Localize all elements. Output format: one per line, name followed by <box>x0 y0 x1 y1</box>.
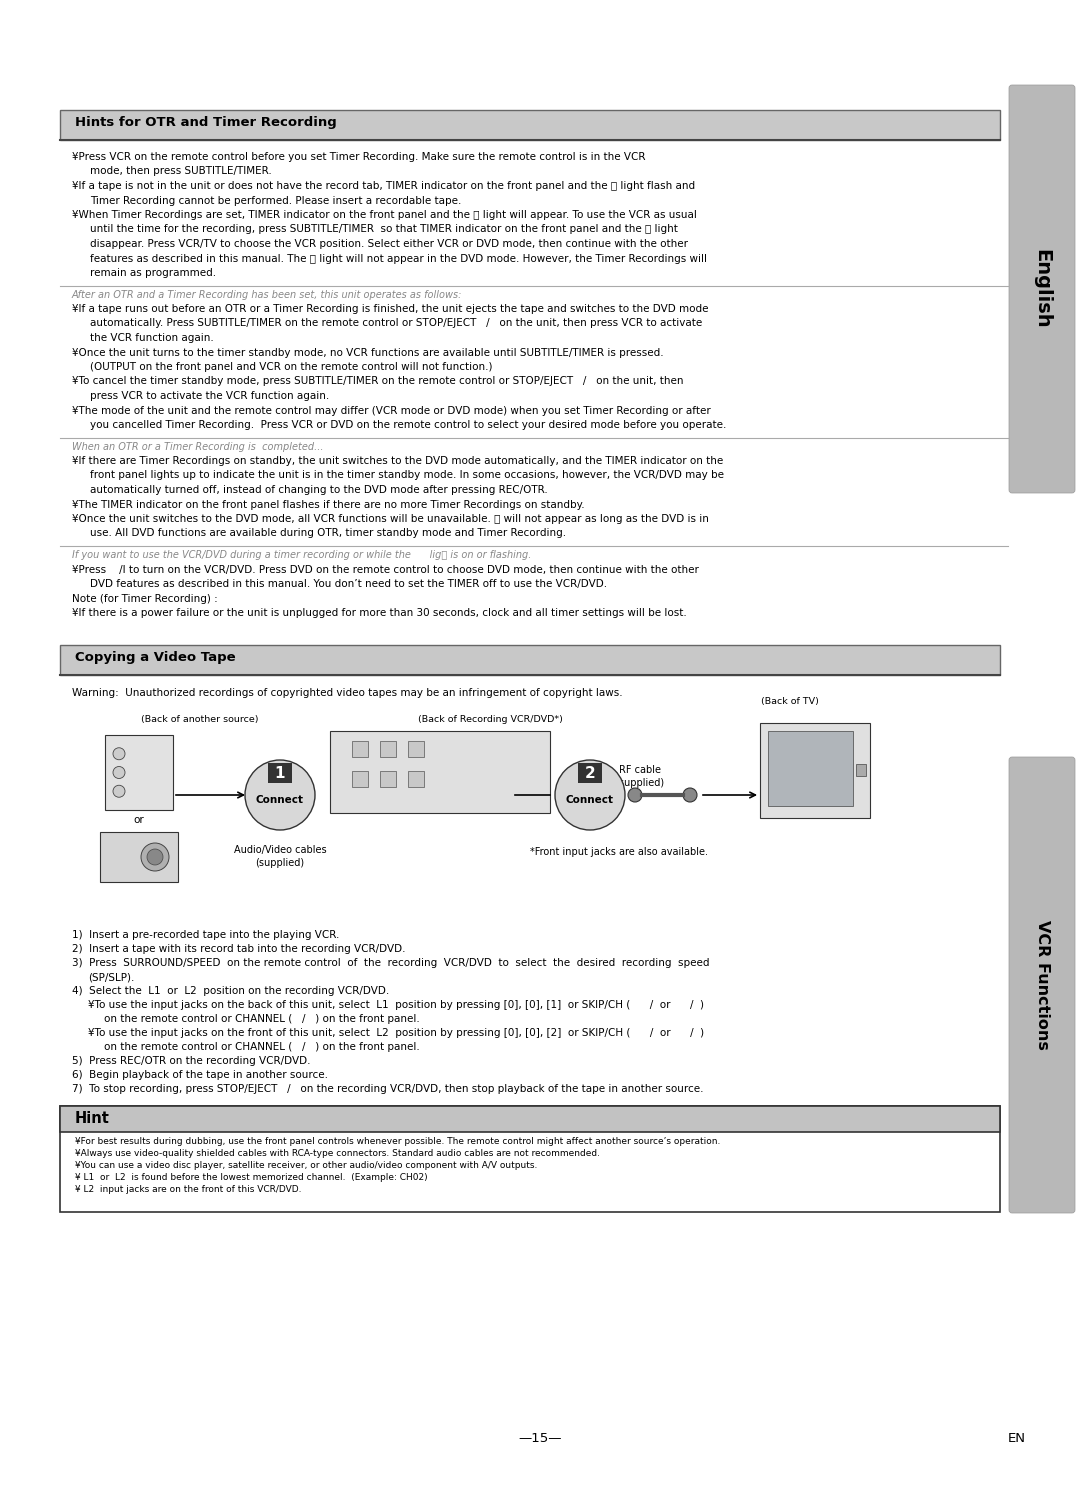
Text: Connect: Connect <box>256 796 303 804</box>
Text: RF cable: RF cable <box>619 764 661 775</box>
Text: (Back of TV): (Back of TV) <box>761 697 819 706</box>
Text: ¥Press    /I to turn on the VCR/DVD. Press DVD on the remote control to choose D: ¥Press /I to turn on the VCR/DVD. Press … <box>72 565 699 574</box>
Text: use. All DVD functions are available during OTR, timer standby mode and Timer Re: use. All DVD functions are available dur… <box>90 528 566 538</box>
Text: or: or <box>134 815 145 825</box>
Bar <box>100 833 178 882</box>
Text: 6)  Begin playback of the tape in another source.: 6) Begin playback of the tape in another… <box>72 1071 328 1080</box>
Text: ¥Press VCR on the remote control before you set Timer Recording. Make sure the r: ¥Press VCR on the remote control before … <box>72 152 646 162</box>
Text: English: English <box>1032 250 1052 329</box>
Text: 5)  Press REC/OTR on the recording VCR/DVD.: 5) Press REC/OTR on the recording VCR/DV… <box>72 1056 311 1066</box>
Bar <box>380 770 396 787</box>
Text: 2: 2 <box>584 766 595 781</box>
Text: ¥If there is a power failure or the unit is unplugged for more than 30 seconds, : ¥If there is a power failure or the unit… <box>72 608 687 619</box>
Text: ¥If a tape is not in the unit or does not have the record tab, TIMER indicator o: ¥If a tape is not in the unit or does no… <box>72 181 696 190</box>
Text: (OUTPUT on the front panel and VCR on the remote control will not function.): (OUTPUT on the front panel and VCR on th… <box>90 361 492 372</box>
Text: ¥To cancel the timer standby mode, press SUBTITLE/TIMER on the remote control or: ¥To cancel the timer standby mode, press… <box>72 376 684 387</box>
Text: (Back of another source): (Back of another source) <box>141 715 259 724</box>
Text: EN: EN <box>1008 1432 1026 1445</box>
Text: Hint: Hint <box>75 1111 110 1126</box>
Bar <box>408 770 424 787</box>
Text: Audio/Video cables: Audio/Video cables <box>233 845 326 855</box>
Text: ¥When Timer Recordings are set, TIMER indicator on the front panel and the Ⓖ lig: ¥When Timer Recordings are set, TIMER in… <box>72 210 697 220</box>
Text: Warning:  Unauthorized recordings of copyrighted video tapes may be an infringem: Warning: Unauthorized recordings of copy… <box>72 688 623 699</box>
Text: 2)  Insert a tape with its record tab into the recording VCR/DVD.: 2) Insert a tape with its record tab int… <box>72 944 405 955</box>
Text: 4)  Select the  L1  or  L2  position on the recording VCR/DVD.: 4) Select the L1 or L2 position on the r… <box>72 986 389 996</box>
Text: ¥To use the input jacks on the front of this unit, select  L2  position by press: ¥To use the input jacks on the front of … <box>87 1028 704 1038</box>
Text: 7)  To stop recording, press STOP/EJECT   /   on the recording VCR/DVD, then sto: 7) To stop recording, press STOP/EJECT /… <box>72 1084 703 1094</box>
Text: DVD features as described in this manual. You don’t need to set the TIMER off to: DVD features as described in this manual… <box>90 578 607 589</box>
Circle shape <box>245 760 315 830</box>
Text: ¥The TIMER indicator on the front panel flashes if there are no more Timer Recor: ¥The TIMER indicator on the front panel … <box>72 500 584 510</box>
Text: on the remote control or CHANNEL (   /   ) on the front panel.: on the remote control or CHANNEL ( / ) o… <box>104 1014 420 1025</box>
Bar <box>60 1106 1000 1132</box>
Bar <box>380 741 396 757</box>
Text: the VCR function again.: the VCR function again. <box>90 333 214 343</box>
Text: 1)  Insert a pre-recorded tape into the playing VCR.: 1) Insert a pre-recorded tape into the p… <box>72 929 339 940</box>
Text: Connect: Connect <box>566 796 615 804</box>
Bar <box>268 763 292 784</box>
Text: ¥If a tape runs out before an OTR or a Timer Recording is finished, the unit eje: ¥If a tape runs out before an OTR or a T… <box>72 303 708 314</box>
Text: 1: 1 <box>274 766 285 781</box>
Text: After an OTR and a Timer Recording has been set, this unit operates as follows:: After an OTR and a Timer Recording has b… <box>72 290 462 299</box>
Text: When an OTR or a Timer Recording is  completed...: When an OTR or a Timer Recording is comp… <box>72 442 324 452</box>
Bar <box>352 770 368 787</box>
Text: Hints for OTR and Timer Recording: Hints for OTR and Timer Recording <box>75 116 337 129</box>
Circle shape <box>147 849 163 865</box>
Text: ¥Once the unit switches to the DVD mode, all VCR functions will be unavailable. : ¥Once the unit switches to the DVD mode,… <box>72 515 708 523</box>
Text: until the time for the recording, press SUBTITLE/TIMER  so that TIMER indicator : until the time for the recording, press … <box>90 225 678 235</box>
Text: front panel lights up to indicate the unit is in the timer standby mode. In some: front panel lights up to indicate the un… <box>90 470 724 480</box>
Text: Timer Recording cannot be performed. Please insert a recordable tape.: Timer Recording cannot be performed. Ple… <box>90 195 461 205</box>
Text: 3)  Press  SURROUND/SPEED  on the remote control  of  the  recording  VCR/DVD  t: 3) Press SURROUND/SPEED on the remote co… <box>72 958 710 968</box>
FancyBboxPatch shape <box>1009 757 1075 1213</box>
Circle shape <box>627 788 642 801</box>
Text: ¥To use the input jacks on the back of this unit, select  L1  position by pressi: ¥To use the input jacks on the back of t… <box>87 999 704 1010</box>
Text: ¥You can use a video disc player, satellite receiver, or other audio/video compo: ¥You can use a video disc player, satell… <box>75 1161 538 1170</box>
FancyBboxPatch shape <box>1009 85 1075 494</box>
Circle shape <box>683 788 697 801</box>
Circle shape <box>113 766 125 779</box>
Text: *Front input jacks are also available.: *Front input jacks are also available. <box>530 848 708 857</box>
Text: Copying a Video Tape: Copying a Video Tape <box>75 650 235 663</box>
Bar <box>60 1106 1000 1212</box>
Bar <box>105 735 173 810</box>
Text: press VCR to activate the VCR function again.: press VCR to activate the VCR function a… <box>90 391 329 401</box>
Text: Note (for Timer Recording) :: Note (for Timer Recording) : <box>72 593 218 604</box>
Text: automatically. Press SUBTITLE/TIMER on the remote control or STOP/EJECT   /   on: automatically. Press SUBTITLE/TIMER on t… <box>90 318 702 329</box>
Text: ¥Once the unit turns to the timer standby mode, no VCR functions are available u: ¥Once the unit turns to the timer standb… <box>72 348 663 357</box>
Text: ¥ L2  input jacks are on the front of this VCR/DVD.: ¥ L2 input jacks are on the front of thi… <box>75 1185 301 1194</box>
Text: (SP/SLP).: (SP/SLP). <box>87 972 134 981</box>
Text: features as described in this manual. The Ⓖ light will not appear in the DVD mod: features as described in this manual. Th… <box>90 253 707 263</box>
Text: ¥ L1  or  L2  is found before the lowest memorized channel.  (Example: CH02): ¥ L1 or L2 is found before the lowest me… <box>75 1173 428 1182</box>
Text: —15—: —15— <box>518 1432 562 1445</box>
Bar <box>768 732 853 806</box>
Bar <box>856 764 866 776</box>
Circle shape <box>113 748 125 760</box>
Text: ¥If there are Timer Recordings on standby, the unit switches to the DVD mode aut: ¥If there are Timer Recordings on standb… <box>72 457 724 465</box>
Circle shape <box>141 843 168 871</box>
Bar <box>760 723 870 818</box>
Bar <box>578 763 602 784</box>
Bar <box>60 644 1000 675</box>
Text: VCR Functions: VCR Functions <box>1035 920 1050 1050</box>
Bar <box>408 741 424 757</box>
Circle shape <box>113 785 125 797</box>
Text: ¥For best results during dubbing, use the front panel controls whenever possible: ¥For best results during dubbing, use th… <box>75 1138 720 1146</box>
Text: ¥The mode of the unit and the remote control may differ (VCR mode or DVD mode) w: ¥The mode of the unit and the remote con… <box>72 406 711 415</box>
Text: you cancelled Timer Recording.  Press VCR or DVD on the remote control to select: you cancelled Timer Recording. Press VCR… <box>90 419 727 430</box>
Text: mode, then press SUBTITLE/TIMER.: mode, then press SUBTITLE/TIMER. <box>90 167 272 177</box>
Circle shape <box>555 760 625 830</box>
Text: (Back of Recording VCR/DVD*): (Back of Recording VCR/DVD*) <box>418 715 563 724</box>
Bar <box>330 732 550 813</box>
Text: disappear. Press VCR/TV to choose the VCR position. Select either VCR or DVD mod: disappear. Press VCR/TV to choose the VC… <box>90 239 688 248</box>
Text: on the remote control or CHANNEL (   /   ) on the front panel.: on the remote control or CHANNEL ( / ) o… <box>104 1042 420 1051</box>
Text: ¥Always use video-quality shielded cables with RCA-type connectors. Standard aud: ¥Always use video-quality shielded cable… <box>75 1149 600 1158</box>
Text: remain as programmed.: remain as programmed. <box>90 268 216 278</box>
Text: automatically turned off, instead of changing to the DVD mode after pressing REC: automatically turned off, instead of cha… <box>90 485 548 495</box>
Text: (supplied): (supplied) <box>616 778 664 788</box>
Text: If you want to use the VCR/DVD during a timer recording or while the      ligⒼ i: If you want to use the VCR/DVD during a … <box>72 550 531 561</box>
Bar <box>352 741 368 757</box>
Text: (supplied): (supplied) <box>256 858 305 868</box>
Bar <box>60 110 1000 140</box>
